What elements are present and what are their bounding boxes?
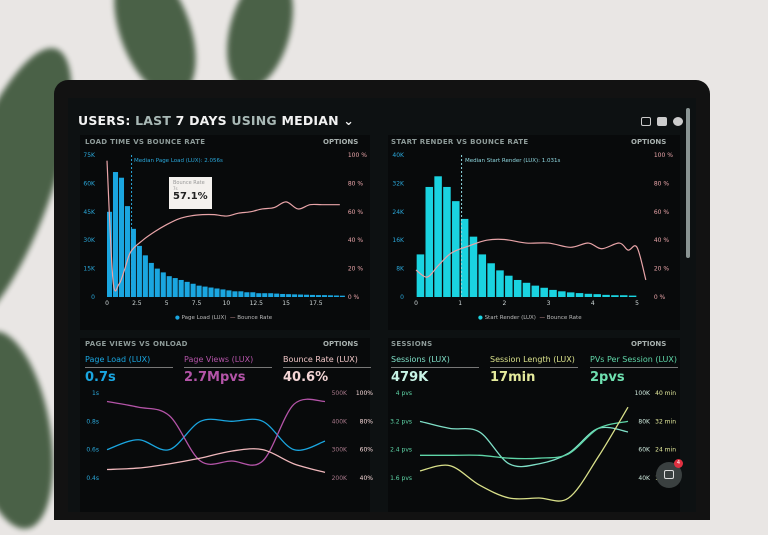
tooltip-value: 57.1%: [173, 191, 208, 202]
title-users: USERS:: [78, 113, 131, 128]
chat-icon: [664, 470, 674, 479]
load-panel: [80, 135, 370, 330]
chat-button[interactable]: 4: [656, 459, 683, 488]
kpi-value: 40.6%: [283, 370, 329, 385]
kpi-value: 479K: [391, 370, 429, 385]
share-icon[interactable]: [657, 117, 667, 126]
scrollbar[interactable]: [686, 108, 690, 258]
kpi-label: Page Views (LUX): [184, 355, 272, 368]
legend-item: ● Page Load (LUX) — Bounce Rate: [175, 315, 273, 321]
render-panel: [388, 135, 680, 330]
title-last: LAST: [135, 113, 172, 128]
kpi-value: 0.7s: [85, 370, 116, 385]
options-button[interactable]: OPTIONS: [631, 138, 667, 146]
panel-title: LOAD TIME VS BOUNCE RATE: [85, 138, 206, 146]
monitor-icon[interactable]: [641, 117, 651, 126]
help-icon[interactable]: [673, 117, 683, 126]
options-button[interactable]: OPTIONS: [631, 340, 667, 348]
legend-item: ● Start Render (LUX) — Bounce Rate: [478, 315, 582, 321]
legend-label: Bounce Rate: [237, 315, 273, 321]
panel-title: PAGE VIEWS VS ONLOAD: [85, 340, 188, 348]
legend-label: Bounce Rate: [546, 315, 582, 321]
options-button[interactable]: OPTIONS: [323, 340, 359, 348]
kpi-label: Sessions (LUX): [391, 355, 479, 368]
page-title[interactable]: USERS: LAST 7 DAYS USING MEDIAN ⌄: [78, 113, 354, 128]
panel-title: START RENDER VS BOUNCE RATE: [391, 138, 529, 146]
median-label: Median Page Load (LUX): 2.056s: [134, 158, 223, 164]
kpi-label: Page Load (LUX): [85, 355, 173, 368]
tooltip: Bounce Rate 7s 57.1%: [169, 177, 212, 209]
kpi-label: Bounce Rate (LUX): [283, 355, 371, 368]
options-button[interactable]: OPTIONS: [323, 138, 359, 146]
kpi-value: 17min: [490, 370, 536, 385]
panel-title: SESSIONS: [391, 340, 433, 348]
title-median: MEDIAN: [281, 113, 339, 128]
legend-label: Start Render (LUX): [484, 315, 536, 321]
notification-badge: 4: [674, 459, 683, 468]
legend-label: Page Load (LUX): [181, 315, 227, 321]
title-using: USING: [231, 113, 277, 128]
kpi-label: Session Length (LUX): [490, 355, 578, 368]
tooltip-label: Bounce Rate: [173, 180, 205, 186]
median-label: Median Start Render (LUX): 1.031s: [465, 158, 561, 164]
chevron-down-icon[interactable]: ⌄: [343, 113, 355, 128]
kpi-label: PVs Per Session (LUX): [590, 355, 678, 368]
kpi-value: 2.7Mpvs: [184, 370, 246, 385]
kpi-value: 2pvs: [590, 370, 625, 385]
title-days: 7 DAYS: [175, 113, 227, 128]
